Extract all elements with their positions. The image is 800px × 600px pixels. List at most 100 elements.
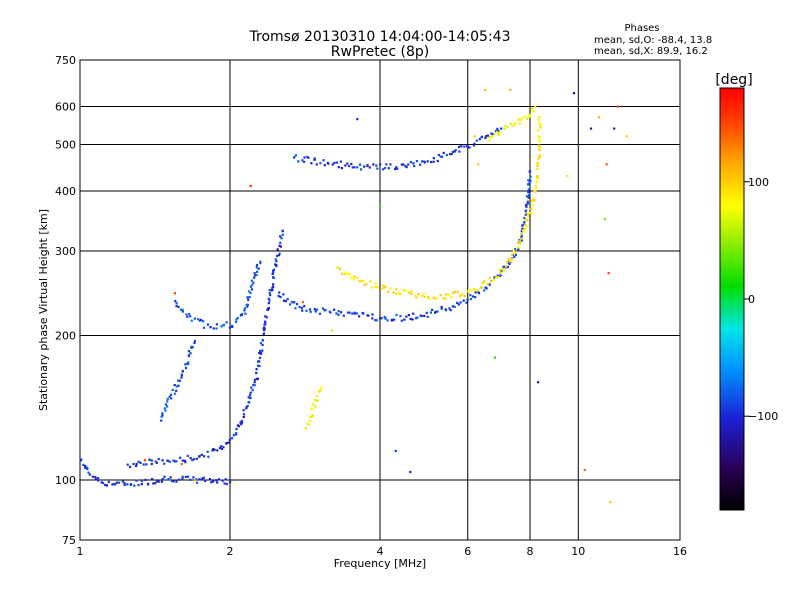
echo-point [421, 294, 424, 297]
y-tick-label: 200 [55, 330, 76, 343]
echo-point [531, 109, 534, 112]
echo-point [107, 480, 110, 484]
echo-point [235, 432, 238, 435]
echo-point [459, 294, 462, 297]
echo-point [269, 294, 272, 297]
echo-point [297, 160, 300, 163]
echo-point [458, 150, 461, 153]
echo-point [227, 441, 230, 444]
echo-point [499, 274, 502, 277]
echo-point [172, 480, 175, 483]
echo-point [527, 179, 530, 182]
phase-box-line-o: mean, sd,O: -88.4, 13.8 [594, 35, 712, 46]
echo-point [390, 319, 394, 322]
echo-point [87, 471, 90, 474]
echo-point [203, 455, 206, 458]
echo-point [161, 459, 164, 462]
echo-point [203, 326, 206, 329]
y-axis-label: Stationary phase Virtual Height [km] [37, 209, 50, 411]
echo-point [253, 384, 256, 387]
echo-point [431, 308, 434, 311]
echo-point [242, 413, 246, 416]
echo-point [148, 458, 151, 461]
echo-point [353, 278, 356, 281]
echo-point [374, 282, 377, 285]
echo-point [329, 311, 332, 314]
echo-point [181, 477, 184, 480]
echo-point [252, 281, 255, 284]
echo-point [538, 122, 541, 125]
echo-point [419, 163, 422, 166]
echo-point [412, 312, 415, 315]
echo-point [216, 481, 219, 484]
colorbar-ticks: 100 0 −100 [744, 176, 778, 423]
echo-point [311, 414, 314, 417]
echo-point [507, 259, 510, 262]
echo-point [477, 290, 480, 293]
echo-point [529, 179, 532, 182]
echo-point [444, 297, 447, 300]
echo-point [315, 308, 319, 311]
echo-point [231, 437, 234, 440]
echo-point [393, 318, 396, 321]
echo-point [290, 301, 293, 304]
echo-point [507, 257, 510, 261]
x-tick-label: 2 [227, 545, 234, 558]
echo-point [526, 117, 529, 120]
echo-point [261, 343, 264, 346]
echo-point [358, 279, 361, 283]
echo-point [210, 481, 213, 484]
echo-point [462, 299, 465, 302]
echo-point [313, 399, 316, 402]
echo-point [488, 283, 491, 286]
echo-point [453, 305, 456, 308]
echo-point [221, 479, 224, 482]
echo-point [528, 115, 532, 118]
echo-point [253, 378, 257, 381]
echo-point [286, 297, 289, 301]
echo-point [492, 279, 495, 282]
echo-point [142, 463, 145, 466]
stray-echo-point [249, 184, 252, 188]
echo-point [150, 462, 153, 466]
echo-point [448, 307, 451, 310]
echo-point [383, 166, 386, 170]
echo-point [525, 209, 528, 212]
echo-point [527, 215, 530, 218]
echo-point [193, 339, 196, 342]
echo-point [140, 483, 143, 486]
echo-point [177, 384, 180, 387]
echo-point [351, 312, 354, 315]
chart-subtitle: RwPretec (8p) [331, 44, 429, 60]
echo-point [483, 289, 486, 292]
echo-point [310, 415, 313, 418]
x-tick-label: 4 [377, 545, 384, 558]
echo-point [363, 283, 366, 287]
echo-point [173, 392, 177, 395]
echo-point [303, 156, 306, 159]
echo-point [528, 114, 531, 117]
echo-point [519, 118, 522, 121]
colorbar [719, 87, 745, 511]
echo-point [155, 461, 158, 464]
stray-echo-point [409, 470, 412, 474]
echo-point [252, 383, 255, 387]
echo-point [536, 176, 539, 179]
echo-point [184, 461, 187, 464]
echo-point [444, 308, 447, 311]
echo-point [477, 292, 481, 295]
echo-point [382, 168, 385, 171]
stray-echo-point [603, 217, 606, 221]
stray-echo-point [493, 356, 496, 359]
echo-point [535, 186, 538, 189]
echo-point [186, 315, 189, 318]
echo-point [223, 482, 226, 485]
echo-point [200, 453, 203, 456]
echo-point [201, 477, 204, 480]
echo-point [168, 460, 171, 463]
echo-point [259, 342, 263, 345]
echo-point [169, 393, 173, 396]
echo-point [135, 463, 138, 466]
echo-point [177, 305, 180, 309]
stray-echo-point [625, 135, 628, 138]
